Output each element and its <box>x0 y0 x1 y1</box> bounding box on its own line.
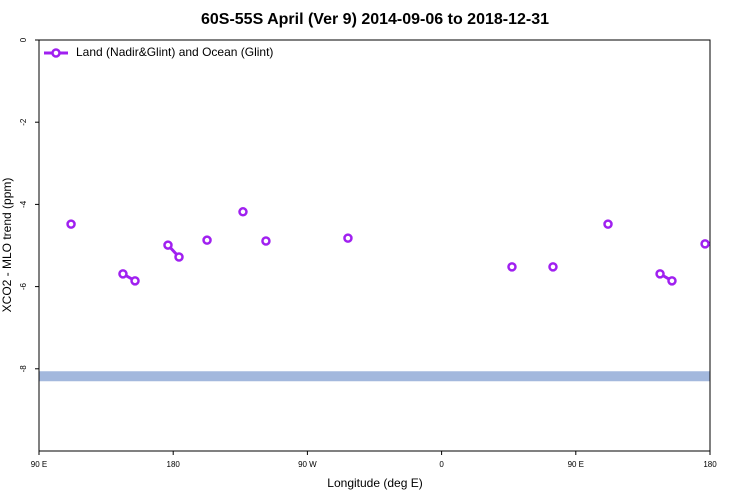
legend-label: Land (Nadir&Glint) and Ocean (Glint) <box>76 45 273 59</box>
data-point <box>202 235 212 245</box>
x-tick-label: 90 E <box>31 460 47 469</box>
plot-frame <box>38 39 711 452</box>
x-tick-label: 180 <box>703 460 717 469</box>
data-point <box>343 233 353 243</box>
data-point <box>655 269 665 279</box>
data-point <box>261 236 271 246</box>
data-point <box>700 239 710 249</box>
y-tick-label: -2 <box>19 118 28 126</box>
data-point <box>130 276 140 286</box>
x-axis-label: Longitude (deg E) <box>327 476 422 490</box>
y-tick-label: -8 <box>19 365 28 373</box>
data-point <box>548 262 558 272</box>
y-tick-label: -6 <box>19 282 28 290</box>
data-point <box>118 269 128 279</box>
data-point <box>603 219 613 229</box>
data-point <box>507 262 517 272</box>
y-axis-label: XCO2 - MLO trend (ppm) <box>0 178 14 313</box>
y-tick-label: -4 <box>19 200 28 208</box>
data-point <box>163 240 173 250</box>
data-point <box>238 207 248 217</box>
data-point <box>667 276 677 286</box>
x-tick-label: 90 E <box>568 460 584 469</box>
x-tick-label: 0 <box>439 460 444 469</box>
data-point <box>66 219 76 229</box>
legend-marker <box>51 48 61 58</box>
x-tick-label: 90 W <box>298 460 317 469</box>
x-tick-label: 180 <box>167 460 181 469</box>
y-tick-label: 0 <box>19 37 28 42</box>
chart-title: 60S-55S April (Ver 9) 2014-09-06 to 2018… <box>201 11 549 28</box>
data-point <box>174 252 184 262</box>
